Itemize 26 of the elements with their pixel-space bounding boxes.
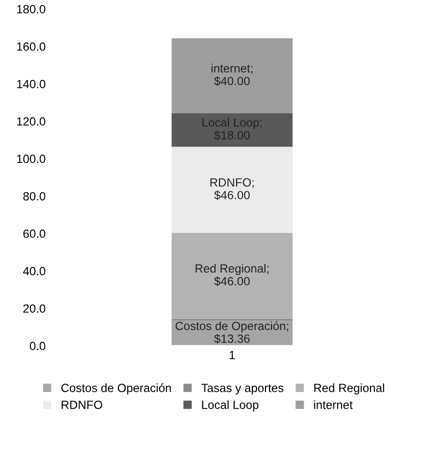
bar: [172, 38, 293, 114]
legend-label: Costos de Operación: [61, 383, 171, 394]
y-tick-label: 160.0: [17, 42, 46, 51]
y-tick-label: 80.0: [23, 192, 46, 200]
legend-label: internet: [314, 400, 353, 410]
data-label: RDNFO; $46.00: [210, 178, 254, 200]
y-tick-label: 60.0: [23, 230, 46, 238]
legend-label: RDNFO: [62, 400, 102, 410]
bar: [172, 113, 293, 147]
y-tick-label: 20.0: [23, 304, 46, 313]
data-label: Red Regional; $46.00: [196, 264, 268, 286]
y-tick-label: 120.0: [17, 117, 46, 126]
bar: [172, 232, 293, 319]
bar: [172, 146, 293, 233]
legend-label: Tasas y aportes: [201, 384, 284, 394]
y-tick-label: 140.0: [17, 80, 46, 88]
y-tick-label: 40.0: [23, 266, 46, 276]
data-label: internet; $40.00: [212, 64, 252, 86]
x-tick-label: 1: [230, 351, 235, 360]
y-tick-label: 100.0: [17, 154, 46, 164]
y-tick-label: 0.0: [30, 342, 46, 350]
legend-label: Red Regional: [314, 383, 384, 394]
y-tick-label: 180.0: [17, 5, 46, 14]
data-label: Costos de Operación; $13.36: [176, 321, 288, 344]
data-label: Local Loop; $18.00: [202, 118, 262, 140]
legend-label: Local Loop: [202, 400, 258, 412]
